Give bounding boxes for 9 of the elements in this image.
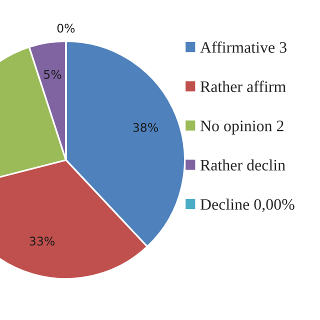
legend-label: Decline 0,00% bbox=[200, 198, 294, 212]
data-label: 5% bbox=[44, 70, 62, 79]
legend-label: Affirmative 3 bbox=[200, 41, 286, 53]
data-label: 38% bbox=[133, 122, 158, 132]
text: 0% bbox=[57, 24, 75, 33]
legend-label: Rather affirm bbox=[200, 80, 286, 92]
legend-label: No opinion 2 bbox=[200, 120, 284, 135]
data-label: 33% bbox=[30, 236, 55, 246]
legend-label: Rather declin bbox=[200, 159, 286, 171]
